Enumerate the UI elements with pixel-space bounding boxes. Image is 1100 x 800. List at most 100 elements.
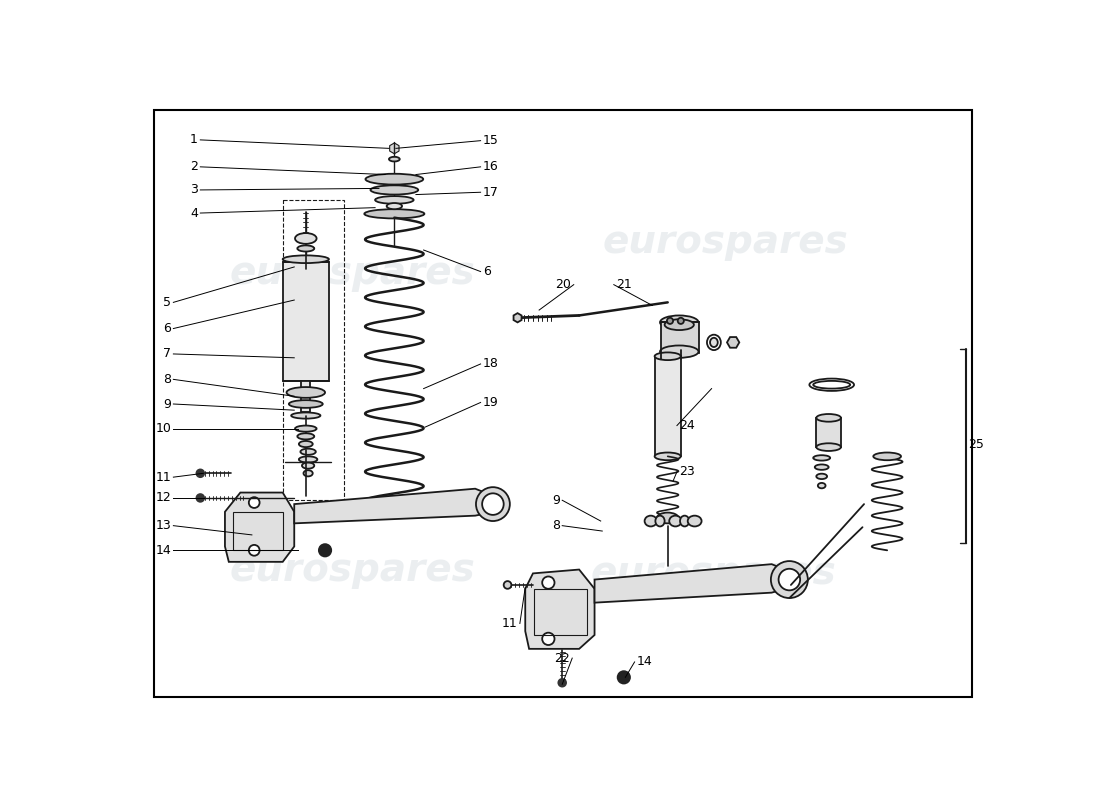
Ellipse shape	[688, 516, 702, 526]
Text: 19: 19	[483, 396, 498, 409]
Ellipse shape	[387, 203, 403, 209]
Circle shape	[249, 497, 260, 508]
Text: 23: 23	[680, 466, 695, 478]
Text: 10: 10	[155, 422, 172, 435]
Ellipse shape	[304, 470, 312, 476]
Circle shape	[319, 544, 331, 557]
Circle shape	[504, 581, 512, 589]
Polygon shape	[727, 337, 739, 348]
Ellipse shape	[654, 453, 681, 460]
Ellipse shape	[813, 381, 850, 389]
Ellipse shape	[364, 209, 425, 218]
Polygon shape	[526, 570, 594, 649]
Text: 5: 5	[163, 296, 172, 309]
Ellipse shape	[873, 453, 901, 460]
Circle shape	[197, 494, 205, 502]
Circle shape	[542, 633, 554, 645]
Text: 13: 13	[155, 519, 172, 532]
Text: 9: 9	[552, 494, 560, 506]
Text: 3: 3	[190, 183, 198, 197]
Ellipse shape	[817, 483, 825, 488]
Ellipse shape	[299, 456, 318, 462]
Text: 24: 24	[680, 419, 695, 432]
Polygon shape	[514, 313, 521, 322]
Text: 1: 1	[190, 134, 198, 146]
Ellipse shape	[656, 516, 664, 526]
Ellipse shape	[286, 387, 326, 398]
Ellipse shape	[300, 449, 316, 455]
Text: 20: 20	[556, 278, 572, 291]
Text: 6: 6	[483, 265, 491, 278]
Ellipse shape	[816, 443, 842, 451]
Circle shape	[771, 561, 807, 598]
Ellipse shape	[297, 434, 315, 439]
Ellipse shape	[365, 174, 424, 185]
Text: 7: 7	[163, 347, 172, 361]
Bar	[654, 356, 681, 456]
Ellipse shape	[299, 441, 312, 447]
Polygon shape	[224, 493, 295, 562]
Ellipse shape	[645, 516, 657, 526]
Text: 21: 21	[616, 278, 631, 291]
Ellipse shape	[816, 414, 842, 422]
Ellipse shape	[389, 157, 399, 162]
Ellipse shape	[657, 513, 679, 523]
Text: 6: 6	[163, 322, 172, 335]
Text: 2: 2	[190, 160, 198, 174]
Text: eurospares: eurospares	[229, 254, 475, 292]
Ellipse shape	[371, 186, 418, 194]
Ellipse shape	[292, 413, 320, 418]
Circle shape	[482, 494, 504, 515]
Polygon shape	[594, 564, 791, 602]
Text: 18: 18	[483, 358, 498, 370]
Ellipse shape	[660, 346, 698, 358]
Circle shape	[476, 487, 510, 521]
Ellipse shape	[289, 400, 322, 408]
Ellipse shape	[654, 353, 681, 360]
Text: 15: 15	[483, 134, 498, 147]
Bar	[283, 262, 329, 381]
Circle shape	[779, 569, 800, 590]
Ellipse shape	[283, 255, 329, 263]
Text: 25: 25	[968, 438, 983, 450]
Circle shape	[197, 470, 205, 477]
Text: 17: 17	[483, 186, 498, 198]
Ellipse shape	[815, 465, 828, 470]
Ellipse shape	[680, 516, 690, 526]
Text: 4: 4	[190, 206, 198, 219]
Text: 16: 16	[483, 160, 498, 174]
Bar	[283, 200, 344, 500]
Text: 9: 9	[163, 398, 172, 410]
Ellipse shape	[669, 516, 682, 526]
Circle shape	[542, 577, 554, 589]
Circle shape	[678, 318, 684, 324]
Circle shape	[559, 679, 566, 686]
Bar	[301, 381, 310, 412]
Circle shape	[249, 545, 260, 556]
Text: 8: 8	[163, 373, 172, 386]
Ellipse shape	[813, 455, 830, 461]
Text: 14: 14	[637, 655, 652, 669]
Bar	[535, 589, 587, 635]
Text: eurospares: eurospares	[603, 223, 848, 262]
Text: 8: 8	[552, 519, 560, 532]
Text: 22: 22	[554, 651, 570, 665]
Circle shape	[618, 671, 630, 683]
Text: 11: 11	[155, 470, 172, 484]
Text: 12: 12	[155, 491, 172, 505]
Ellipse shape	[363, 505, 426, 514]
Text: eurospares: eurospares	[229, 550, 475, 589]
Bar	[233, 512, 283, 550]
Ellipse shape	[375, 196, 414, 204]
Bar	[661, 322, 700, 353]
Ellipse shape	[664, 319, 694, 330]
Text: eurospares: eurospares	[591, 554, 837, 592]
Circle shape	[667, 318, 673, 324]
Polygon shape	[295, 489, 495, 523]
Ellipse shape	[660, 315, 698, 330]
Ellipse shape	[295, 426, 317, 432]
Ellipse shape	[301, 462, 315, 469]
Ellipse shape	[295, 233, 317, 244]
Text: 11: 11	[502, 617, 517, 630]
Ellipse shape	[711, 338, 717, 347]
